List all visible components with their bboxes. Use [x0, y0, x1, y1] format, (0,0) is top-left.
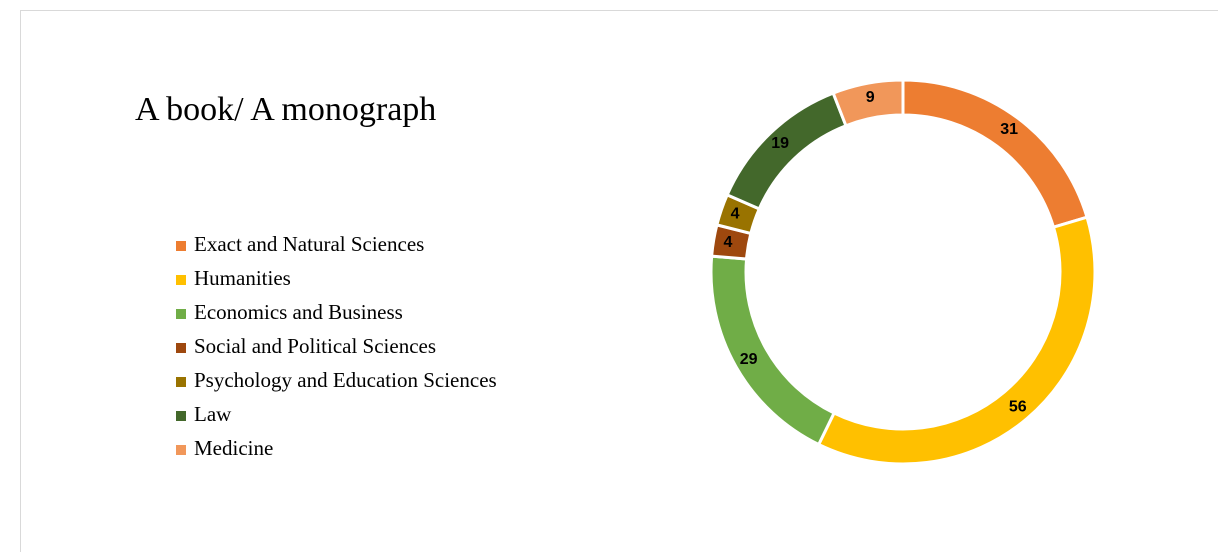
legend-label: Medicine — [194, 436, 273, 460]
legend-label: Humanities — [194, 266, 291, 290]
legend-label: Psychology and Education Sciences — [194, 368, 497, 392]
legend-label: Economics and Business — [194, 300, 403, 324]
legend-swatch — [176, 445, 186, 455]
data-label: 56 — [1009, 399, 1027, 416]
data-label: 4 — [723, 234, 732, 251]
chart-frame — [20, 10, 1218, 552]
data-label: 19 — [771, 135, 789, 152]
donut-segment — [901, 78, 1089, 230]
data-label: 29 — [740, 351, 758, 368]
legend-label: Social and Political Sciences — [194, 334, 436, 358]
data-label: 9 — [866, 89, 875, 106]
donut-segment — [709, 254, 837, 447]
data-label: 4 — [731, 206, 740, 223]
data-label: 31 — [1000, 121, 1018, 138]
legend-swatch — [176, 309, 186, 319]
chart-title: A book/ A monograph — [135, 91, 436, 128]
donut-segment — [816, 215, 1097, 466]
legend-label: Law — [194, 402, 232, 426]
legend-swatch — [176, 377, 186, 387]
donut-segment — [831, 78, 905, 128]
legend-label: Exact and Natural Sciences — [194, 232, 424, 256]
legend-swatch — [176, 343, 186, 353]
legend-swatch — [176, 241, 186, 251]
legend-swatch — [176, 411, 186, 421]
legend-swatch — [176, 275, 186, 285]
